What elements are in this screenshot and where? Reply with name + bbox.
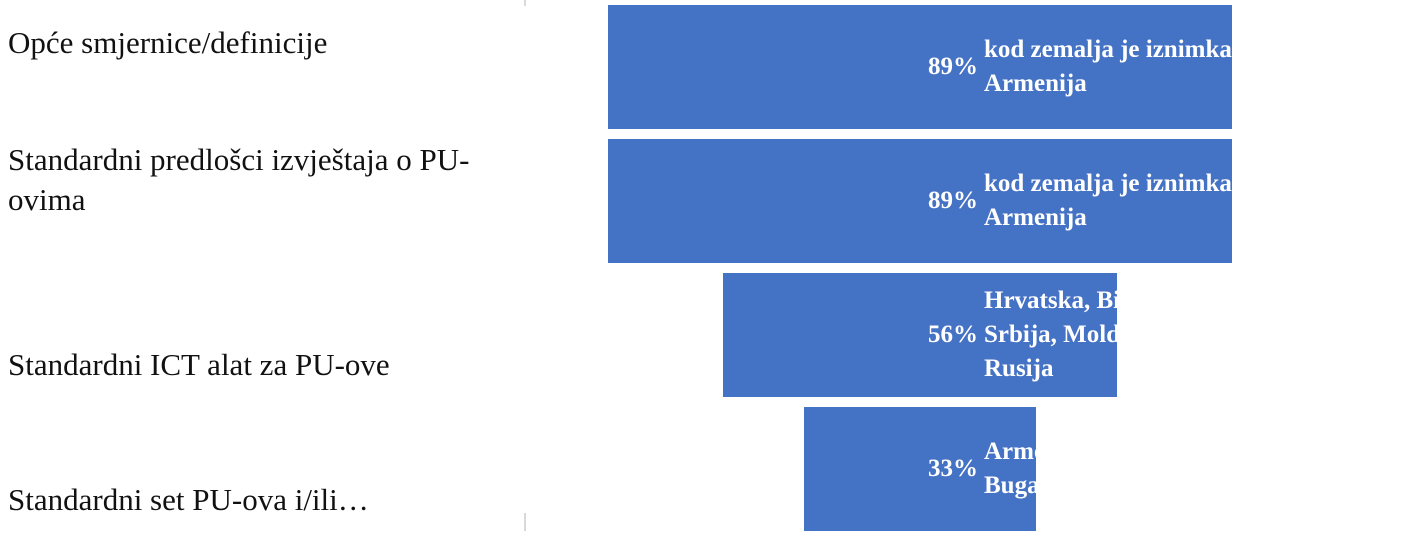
- bar-data-label-group: 56% Hrvatska, BiH, Srbija, Moldova i Rusi…: [928, 273, 1209, 397]
- bar-annotation: Hrvatska, BiH, Srbija, Moldova i Rusija: [984, 287, 1171, 382]
- bar-data-label-group: 33%Armenija, Bugarska, Rusija: [928, 407, 1036, 531]
- axis-line-bottom: [524, 513, 526, 531]
- bar-annotation: kod zemalja je iznimka Armenija: [984, 170, 1232, 231]
- bar-label-clip: 33%Armenija, Bugarska, Rusija: [928, 407, 1036, 531]
- bar-data-label-group: 89% kod zemalja je iznimka Armenija: [928, 139, 1314, 263]
- bar-value-label: 33%: [928, 455, 978, 482]
- category-label: Standardni set PU-ova i/ili…: [8, 482, 369, 517]
- funnel-bar: [607, 5, 1233, 129]
- category-label: Standardni ICT alat za PU-ove: [8, 347, 390, 382]
- bar-value-label: 89%: [928, 53, 978, 80]
- bar-value-label: 89%: [928, 187, 978, 214]
- category-label: Standardni predlošci izvještaja o PU-ovi…: [8, 142, 470, 217]
- bar-annotation: Armenija, Bugarska, Rusija: [984, 438, 1036, 499]
- bar-data-label-group: 89% kod zemalja je iznimka Armenija: [928, 5, 1314, 129]
- funnel-bar: [804, 407, 1036, 531]
- axis-line-top: [524, 0, 526, 6]
- bar-annotation: kod zemalja je iznimka Armenija: [984, 36, 1232, 97]
- category-label: Opće smjernice/definicije: [8, 25, 328, 60]
- funnel-bar: [723, 273, 1117, 397]
- bar-value-label: 56%: [928, 321, 978, 348]
- funnel-bar: [607, 139, 1233, 263]
